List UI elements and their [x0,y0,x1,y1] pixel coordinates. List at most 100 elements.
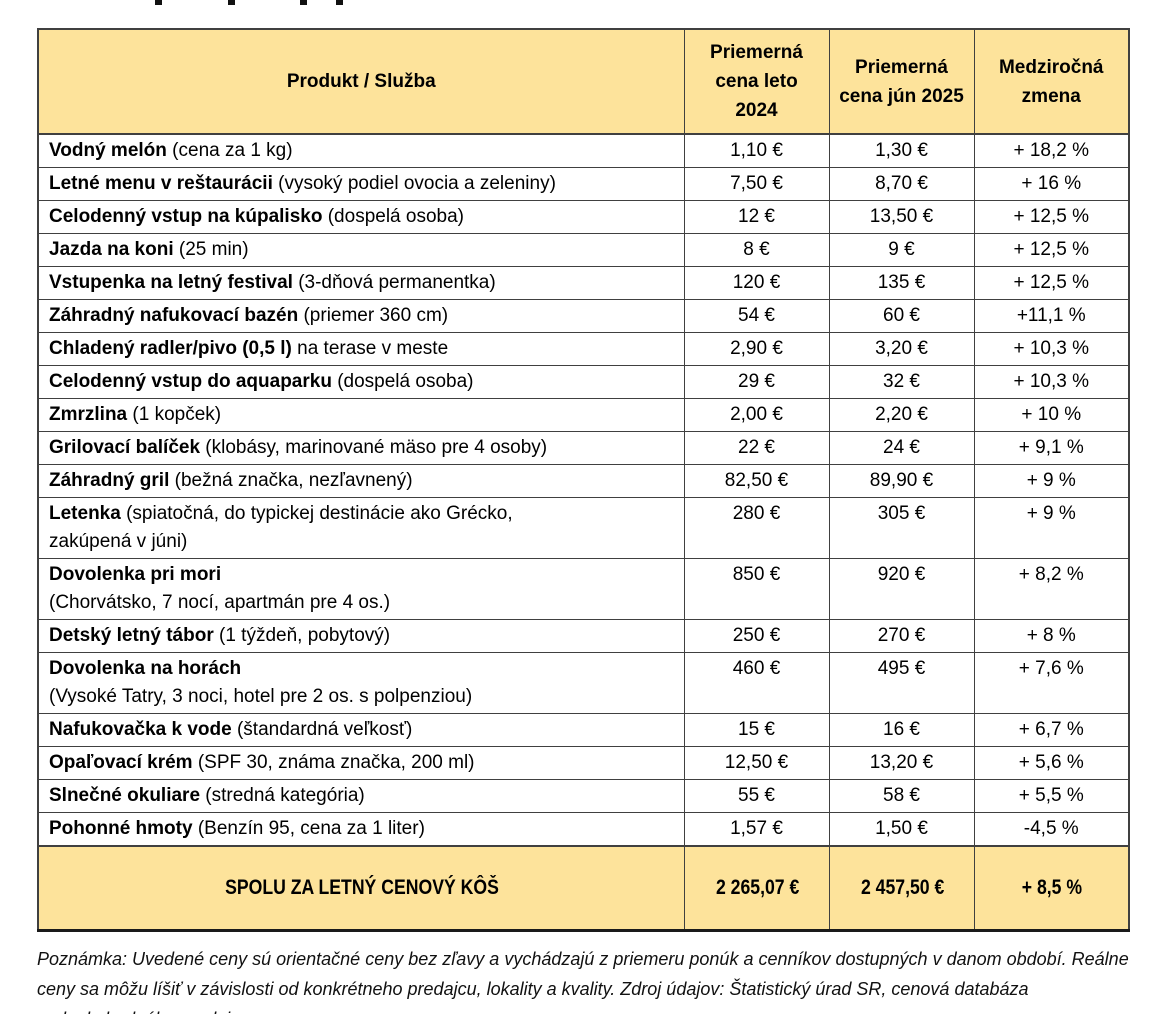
price-2024-cell: 12,50 € [683,746,830,780]
footnote: Poznámka: Uvedené ceny sú orientačné cen… [37,948,1129,1014]
product-cell: Celodenný vstup na kúpalisko (dospelá os… [37,200,685,234]
price-2025-cell: 9 € [828,233,975,267]
total-label-cell: SPOLU ZA LETNÝ CENOVÝ KÔŠ [37,845,685,931]
price-2024-cell: 460 € [683,652,830,714]
price-2024-cell: 55 € [683,779,830,813]
cropped-letter-descender [228,0,235,5]
product-cell: Vstupenka na letný festival (3-dňová per… [37,266,685,300]
total-row: SPOLU ZA LETNÝ CENOVÝ KÔŠ 2 265,07 € 2 4… [37,845,1130,931]
product-name: Opaľovací krém [49,752,193,773]
product-name: Celodenný vstup do aquaparku [49,371,332,392]
product-name: Záhradný nafukovací bazén [49,305,299,326]
product-cell: Letenka (spiatočná, do typickej destinác… [37,497,685,559]
table-row: Zmrzlina (1 kopček) 2,00 € 2,20 € + 10 % [37,398,1130,432]
product-desc: (3-dňová permanentka) [292,272,496,293]
change-cell: + 16 % [973,167,1130,201]
total-label: SPOLU ZA LETNÝ CENOVÝ KÔŠ [225,875,500,899]
price-2024-cell: 120 € [683,266,830,300]
table-row: Dovolenka pri mori (Chorvátsko, 7 nocí, a… [37,558,1130,620]
table-row: Detský letný tábor (1 týždeň, pobytový) … [37,619,1130,653]
total-price-2024: 2 265,07 € [715,875,800,899]
header-row: Produkt / Služba Priemerná cena leto 202… [37,28,1130,135]
price-2025-cell: 32 € [828,365,975,399]
product-desc: (SPF 30, známa značka, 200 ml) [192,752,475,773]
product-desc: (25 min) [173,239,249,260]
product-cell: Celodenný vstup do aquaparku (dospelá os… [37,365,685,399]
change-cell: + 8,2 % [973,558,1130,620]
price-2025-cell: 13,50 € [828,200,975,234]
price-2025-cell: 270 € [828,619,975,653]
change-cell: + 10,3 % [973,365,1130,399]
product-name: Letenka [49,503,121,524]
product-name: Vodný melón [49,140,167,161]
change-cell: + 12,5 % [973,200,1130,234]
table-row: Celodenný vstup do aquaparku (dospelá os… [37,365,1130,399]
product-cell: Nafukovačka k vode (štandardná veľkosť) [37,713,685,747]
product-name: Chladený radler/pivo (0,5 l) [49,338,292,359]
table-row: Slnečné okuliare (stredná kategória) 55 … [37,779,1130,813]
cropped-letter-descender [155,0,162,5]
price-2024-cell: 850 € [683,558,830,620]
product-cell: Dovolenka pri mori (Chorvátsko, 7 nocí, a… [37,558,685,620]
change-cell: +11,1 % [973,299,1130,333]
price-2024-cell: 1,57 € [683,812,830,847]
table-row: Chladený radler/pivo (0,5 l) na terase v… [37,332,1130,366]
price-2024-cell: 1,10 € [683,133,830,168]
price-2024-cell: 2,00 € [683,398,830,432]
change-cell: + 7,6 % [973,652,1130,714]
price-2025-cell: 60 € [828,299,975,333]
product-cell: Záhradný nafukovací bazén (priemer 360 c… [37,299,685,333]
product-name: Grilovací balíček [49,437,201,458]
price-2024-cell: 22 € [683,431,830,465]
change-cell: -4,5 % [973,812,1130,847]
change-cell: + 5,5 % [973,779,1130,813]
price-2024-cell: 280 € [683,497,830,559]
change-cell: + 12,5 % [973,266,1130,300]
table-row: Jazda na koni (25 min) 8 € 9 € + 12,5 % [37,233,1130,267]
table-row: Letné menu v reštaurácii (vysoký podiel … [37,167,1130,201]
product-desc: (dospelá osoba) [322,206,464,227]
col-header-price-2025: Priemerná cena jún 2025 [828,28,975,135]
product-desc: (1 kopček) [127,404,222,425]
table-row: Záhradný nafukovací bazén (priemer 360 c… [37,299,1130,333]
price-2024-cell: 12 € [683,200,830,234]
price-2025-cell: 13,20 € [828,746,975,780]
price-2024-cell: 2,90 € [683,332,830,366]
product-name: Letné menu v reštaurácii [49,173,273,194]
price-2025-cell: 1,50 € [828,812,975,847]
product-name: Detský letný tábor [49,625,214,646]
table-row: Nafukovačka k vode (štandardná veľkosť) … [37,713,1130,747]
price-2025-cell: 24 € [828,431,975,465]
product-cell: Zmrzlina (1 kopček) [37,398,685,432]
product-cell: Grilovací balíček (klobásy, marinované m… [37,431,685,465]
col-header-change: Medziročná zmena [973,28,1130,135]
product-desc: (bežná značka, nezľavnený) [169,470,413,491]
table-row: Grilovací balíček (klobásy, marinované m… [37,431,1130,465]
product-desc: (priemer 360 cm) [298,305,449,326]
table-row: Vodný melón (cena za 1 kg) 1,10 € 1,30 €… [37,133,1130,168]
product-cell: Vodný melón (cena za 1 kg) [37,133,685,168]
price-2025-cell: 16 € [828,713,975,747]
price-2024-cell: 29 € [683,365,830,399]
change-cell: + 9 % [973,464,1130,498]
price-2025-cell: 305 € [828,497,975,559]
total-price-2024-cell: 2 265,07 € [683,845,830,931]
price-2025-cell: 8,70 € [828,167,975,201]
product-cell: Jazda na koni (25 min) [37,233,685,267]
price-2025-cell: 2,20 € [828,398,975,432]
change-cell: + 8 % [973,619,1130,653]
price-2024-cell: 7,50 € [683,167,830,201]
product-desc: na terase v meste [291,338,449,359]
price-2024-cell: 15 € [683,713,830,747]
product-name: Pohonné hmoty [49,818,193,839]
price-2025-cell: 3,20 € [828,332,975,366]
cropped-letter-descender [300,0,307,5]
change-cell: + 10,3 % [973,332,1130,366]
product-desc: (spiatočná, do typickej destinácie ako G… [120,503,513,524]
price-2025-cell: 1,30 € [828,133,975,168]
table-body: Vodný melón (cena za 1 kg) 1,10 € 1,30 €… [37,133,1130,931]
product-name: Celodenný vstup na kúpalisko [49,206,323,227]
product-name: Jazda na koni [49,239,174,260]
product-desc-line2: (Chorvátsko, 7 nocí, apartmán pre 4 os.) [49,592,391,613]
product-cell: Záhradný gril (bežná značka, nezľavnený) [37,464,685,498]
